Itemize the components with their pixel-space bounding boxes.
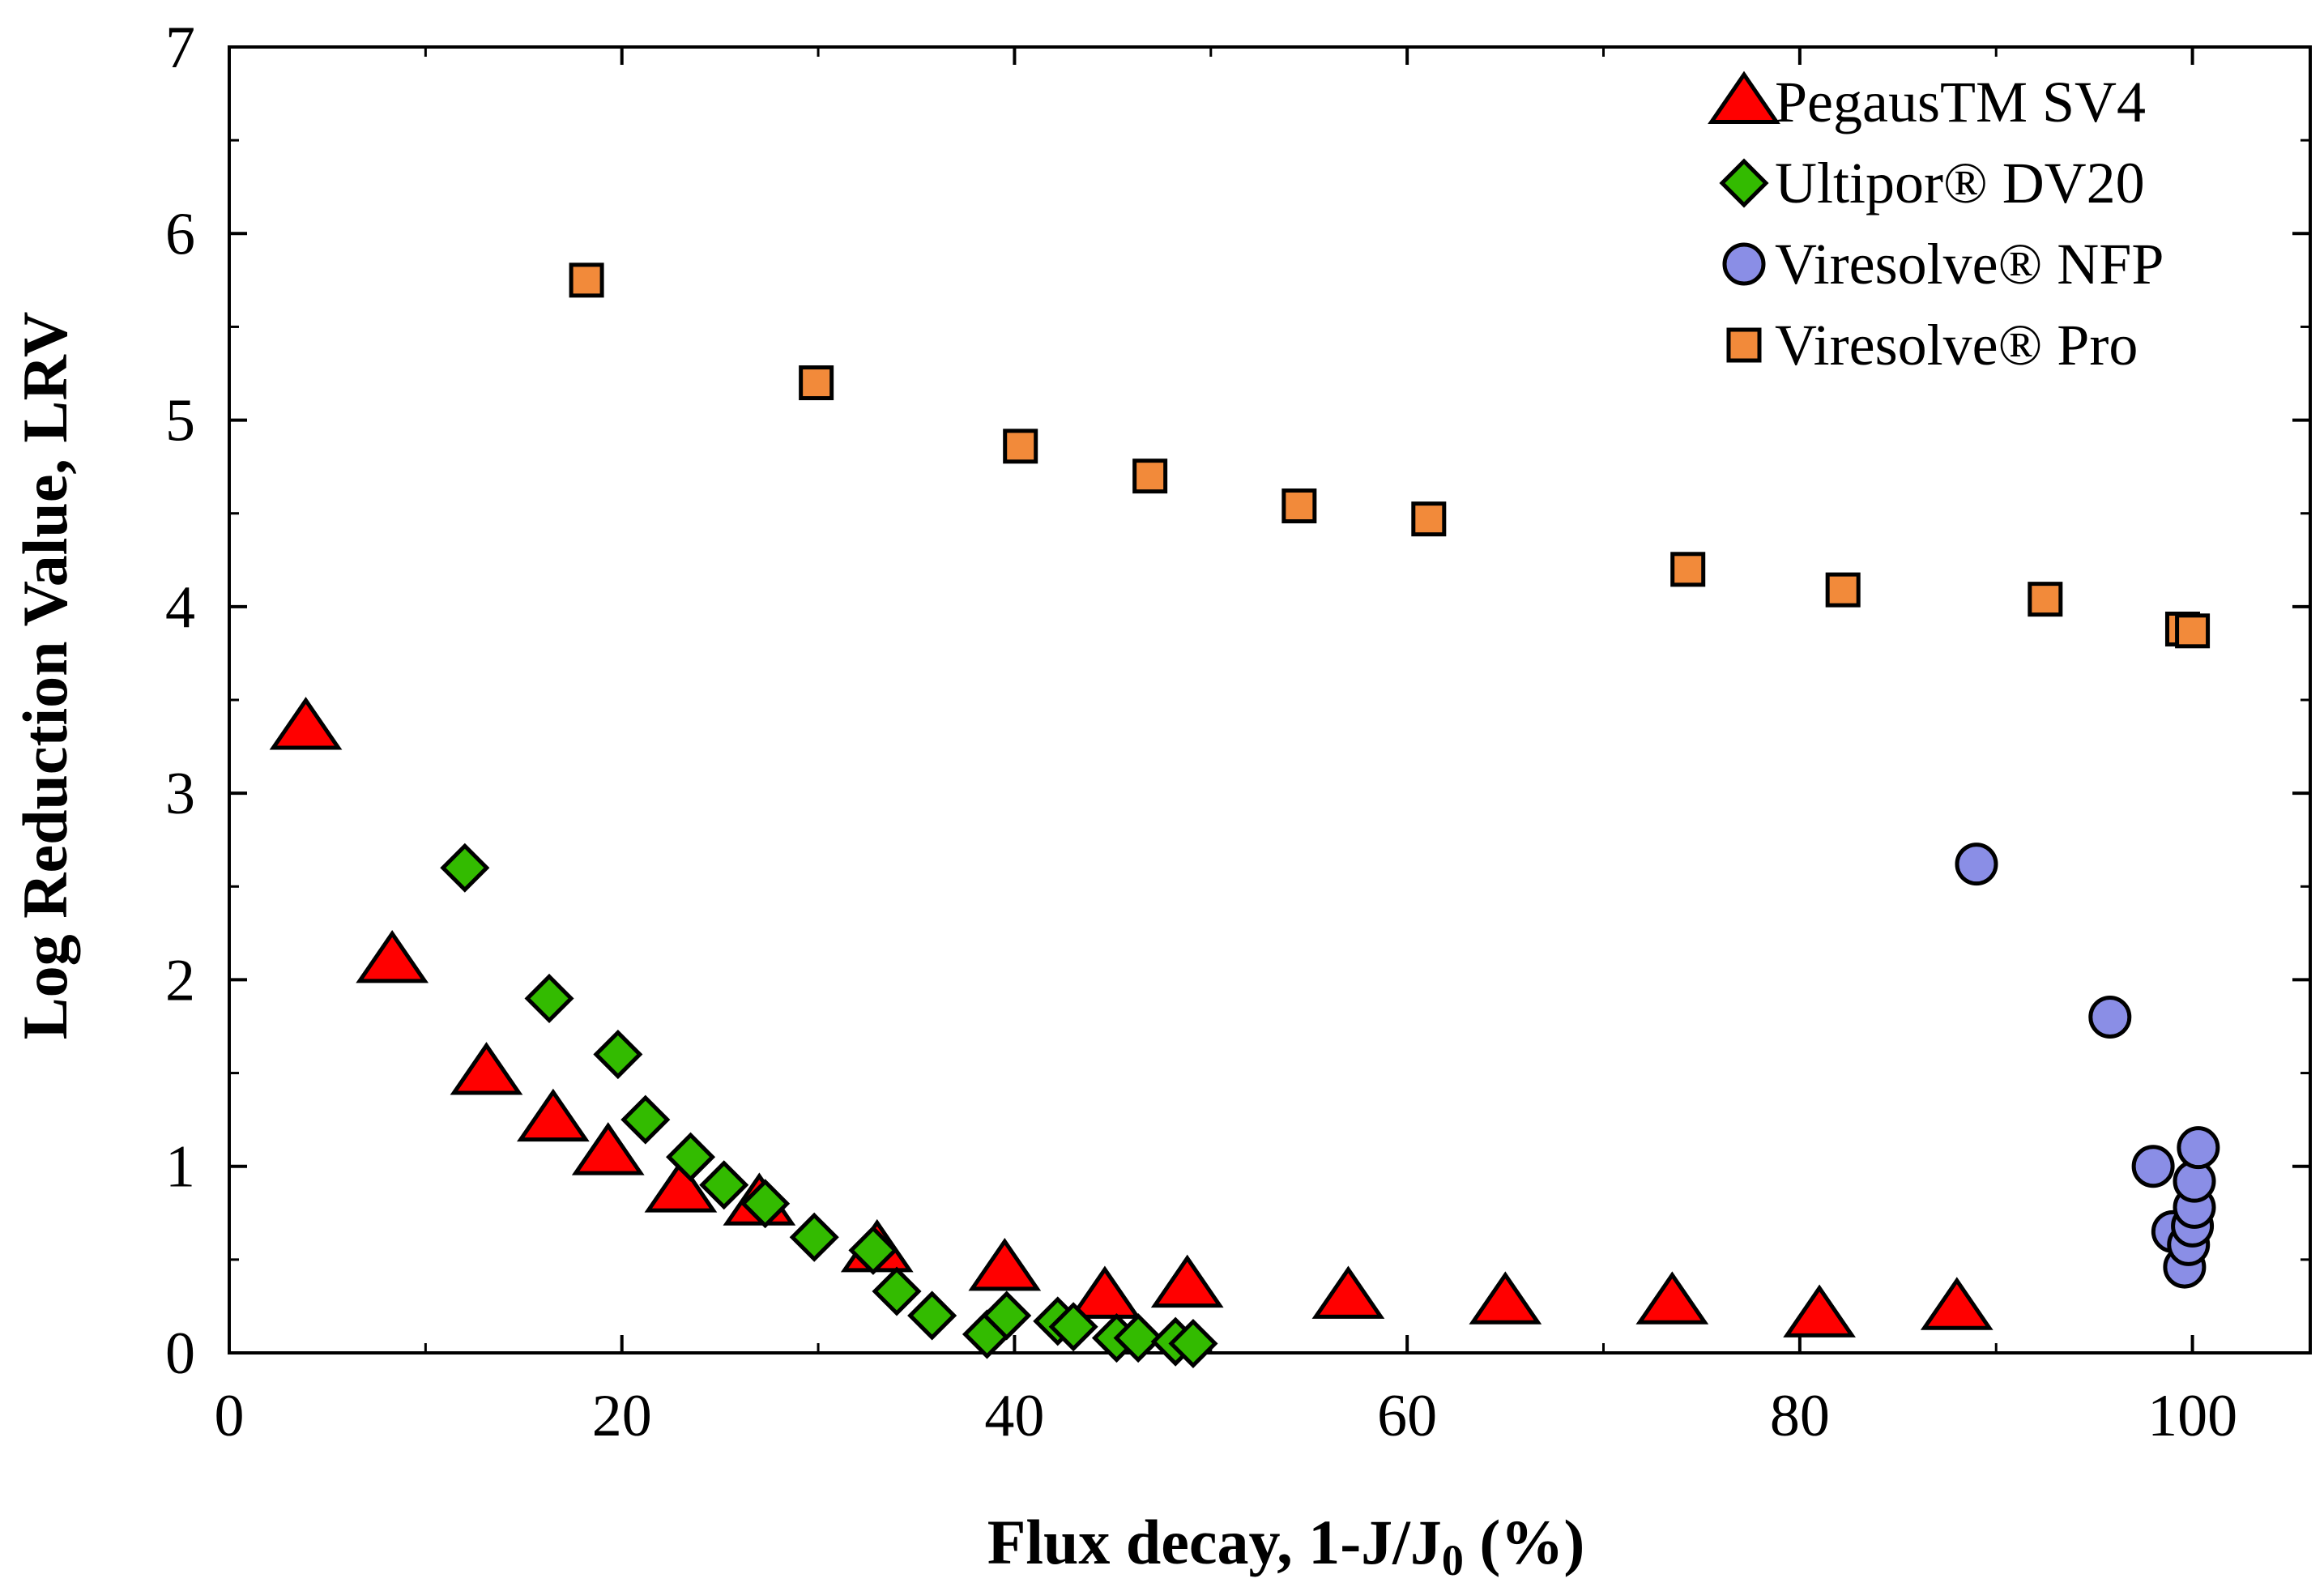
legend-marker-diamond	[1719, 158, 1769, 208]
x-tick-label: 20	[592, 1383, 652, 1449]
viresolve-nfp-point	[2177, 1126, 2220, 1170]
legend-label: Viresolve® NFP	[1775, 232, 2164, 296]
y-tick-label: 2	[165, 947, 195, 1013]
legend-marker-triangle	[1708, 70, 1780, 124]
pegasus-sv4-point	[269, 697, 343, 750]
y-tick-label: 4	[165, 574, 195, 641]
viresolve-nfp-point	[2088, 995, 2132, 1039]
legend-label: Viresolve® Pro	[1775, 313, 2138, 378]
x-tick-label: 80	[1770, 1383, 1830, 1449]
legend-marker-square	[1726, 327, 1762, 363]
tick-labels: 0 20 40 60 80 100 0 1 2 3 4 5 6 7	[165, 15, 2237, 1449]
x-tick-label: 100	[2147, 1383, 2237, 1449]
ultipor-dv20-point	[440, 843, 490, 893]
legend-label: Ultipor® DV20	[1775, 151, 2145, 215]
series-triangle	[269, 697, 1994, 1337]
pegasus-sv4-point	[1150, 1254, 1224, 1308]
ultipor-dv20-point	[848, 1225, 898, 1275]
ultipor-dv20-point	[1048, 1302, 1098, 1352]
viresolve-nfp-point	[1955, 843, 1998, 886]
pegasus-sv4-point	[450, 1042, 523, 1095]
pegasus-sv4-point	[356, 929, 429, 983]
viresolve-pro-point	[1132, 459, 1168, 494]
pegasus-sv4-point	[644, 1159, 718, 1213]
legend-marker-circle	[1722, 242, 1766, 286]
series-square	[569, 262, 2211, 649]
series-circle	[1955, 843, 2220, 1289]
ultipor-dv20-point	[907, 1291, 957, 1341]
y-tick-label: 1	[165, 1134, 195, 1201]
x-axis-title-main: Flux decay, 1-J/J	[987, 1507, 1442, 1577]
ultipor-dv20-point	[620, 1094, 671, 1145]
viresolve-pro-point	[1003, 429, 1038, 464]
viresolve-pro-point	[1670, 552, 1706, 587]
ultipor-dv20-point	[872, 1266, 922, 1316]
ultipor-dv20-point	[1113, 1313, 1163, 1363]
viresolve-pro-point	[1281, 488, 1317, 524]
pegasus-sv4-point	[1635, 1271, 1709, 1325]
pegasus-sv4-point	[1311, 1265, 1385, 1319]
ultipor-dv20-point	[1168, 1318, 1218, 1369]
pegasus-sv4-point	[571, 1122, 645, 1175]
ultipor-dv20-point	[982, 1291, 1032, 1341]
legend: PegausTM SV4 Ultipor® DV20 Viresolve® NFP V…	[1708, 70, 2164, 378]
y-tick-label: 6	[165, 201, 195, 267]
pegasus-sv4-point	[517, 1088, 590, 1142]
x-tick-label: 60	[1377, 1383, 1437, 1449]
pegasus-sv4-point	[1783, 1284, 1856, 1337]
ultipor-dv20-point	[740, 1179, 791, 1229]
viresolve-pro-point	[1411, 501, 1447, 537]
y-tick-label: 0	[165, 1320, 195, 1387]
y-tick-label: 3	[165, 761, 195, 827]
pegasus-sv4-point	[968, 1237, 1042, 1291]
y-axis-title: Log Reduction Value, LRV	[10, 312, 80, 1040]
viresolve-pro-point	[569, 262, 604, 298]
data-marks	[269, 262, 2220, 1369]
viresolve-pro-point	[2175, 613, 2211, 649]
x-axis-title: Flux decay, 1-J/J0 (%)	[987, 1507, 1585, 1583]
pegasus-sv4-point	[1068, 1265, 1141, 1319]
pegasus-sv4-point	[1920, 1277, 1994, 1330]
viresolve-pro-point	[1825, 572, 1861, 608]
ultipor-dv20-point	[699, 1160, 749, 1210]
axis-ticks	[228, 45, 2310, 1354]
x-tick-label: 40	[984, 1383, 1044, 1449]
y-tick-label: 5	[165, 388, 195, 454]
pegasus-sv4-point	[1469, 1271, 1542, 1325]
ultipor-dv20-point	[593, 1030, 643, 1080]
x-tick-label: 0	[215, 1383, 245, 1449]
x-axis-title-subscript: 0	[1442, 1536, 1464, 1583]
series-diamond	[440, 843, 1218, 1369]
legend-label: PegausTM SV4	[1775, 70, 2146, 134]
viresolve-pro-point	[2028, 582, 2063, 617]
ultipor-dv20-point	[524, 973, 574, 1023]
viresolve-pro-point	[799, 365, 834, 401]
ultipor-dv20-point	[789, 1212, 839, 1262]
y-tick-label: 7	[165, 15, 195, 81]
viresolve-nfp-point	[2131, 1145, 2175, 1188]
x-axis-title-suffix: (%)	[1464, 1507, 1584, 1577]
ultipor-dv20-point	[666, 1132, 716, 1182]
